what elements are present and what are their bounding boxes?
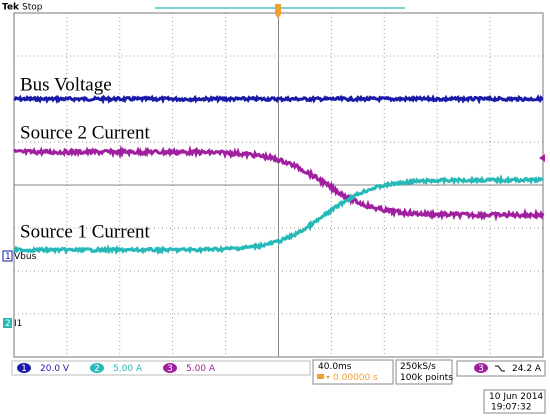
- channel-marker: [2, 250, 13, 262]
- channel-marker-label: I1: [14, 319, 22, 329]
- channel-badge: [163, 363, 177, 373]
- annotation: Source 1 Current: [20, 221, 151, 242]
- trigger-level-marker: [539, 154, 545, 162]
- trigger-channel: 3: [478, 364, 484, 374]
- record-length: 100k points: [400, 373, 453, 383]
- channel-number: 1: [21, 364, 27, 374]
- time: 19:07:32: [491, 403, 531, 413]
- datetime-box: [483, 389, 546, 414]
- timebase-delay: 0.00000 s: [333, 373, 378, 383]
- channel-number: 2: [94, 364, 100, 374]
- trigger-position-marker: [275, 4, 281, 19]
- slope-icon: [495, 365, 505, 372]
- annotation: Source 2 Current: [20, 122, 151, 143]
- waveform: [13, 94, 544, 105]
- channel-badge: [90, 363, 104, 373]
- timebase-scale: 40.0ms: [318, 362, 352, 372]
- timebase-box: [312, 359, 394, 385]
- date: 10 Jun 2014: [489, 392, 543, 402]
- sample-rate: 250kS/s: [400, 362, 436, 372]
- channel-scale: 5.00 A: [113, 364, 143, 374]
- delay-icon: [317, 374, 330, 379]
- traces: [12, 94, 545, 256]
- annotation: Bus Voltage: [20, 74, 112, 95]
- brand: Tek: [2, 3, 20, 13]
- channel-scale: 5.00 A: [186, 364, 216, 374]
- channel-marker-number: 2: [5, 319, 11, 329]
- waveform: [12, 145, 545, 222]
- channel-badge: [17, 363, 31, 373]
- status: Stop: [22, 3, 43, 13]
- channel-marker-label: Vbus: [14, 252, 37, 262]
- acquisition-box: [395, 359, 453, 385]
- channel-bar: [11, 360, 311, 376]
- channel-number: 3: [167, 364, 173, 374]
- channel-badge: [474, 363, 488, 373]
- waveform: [13, 173, 544, 256]
- channel-marker-number: 1: [5, 252, 11, 262]
- trigger-level: 24.2 A: [512, 364, 542, 374]
- channel-scale: 20.0 V: [40, 364, 70, 374]
- channel-marker: [3, 318, 12, 328]
